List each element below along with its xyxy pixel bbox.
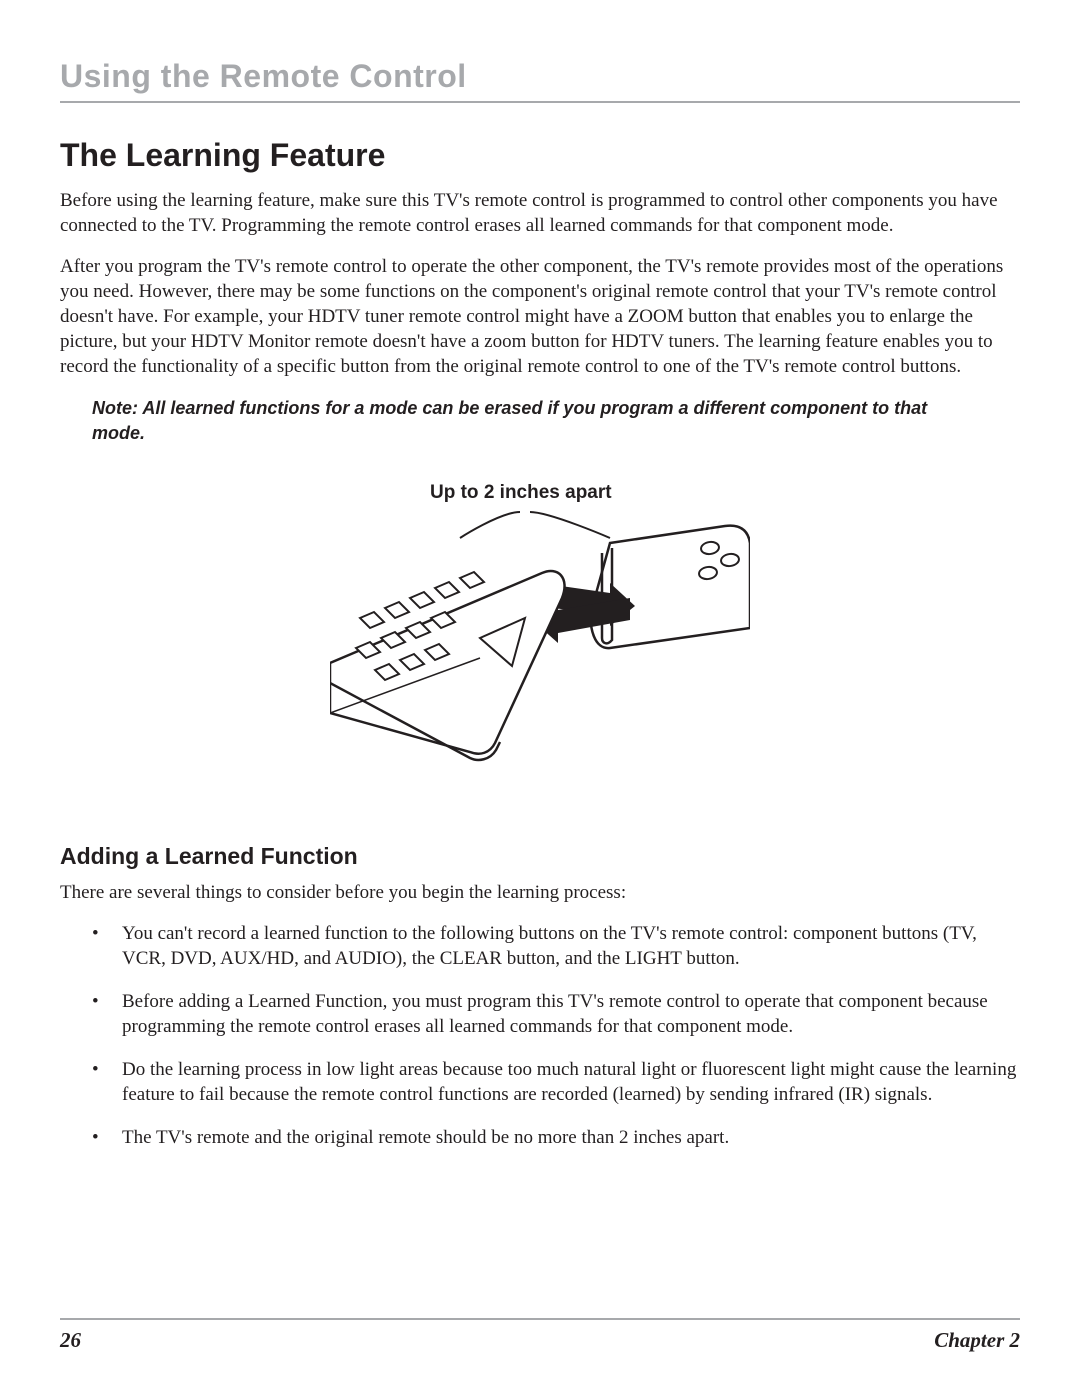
note-text: All learned functions for a mode can be … [92,398,927,443]
remotes-diagram-icon [330,508,750,768]
section-heading: The Learning Feature [60,137,1020,174]
list-item: The TV's remote and the original remote … [92,1125,1020,1150]
note: Note: All learned functions for a mode c… [60,396,1020,446]
page-footer: 26 Chapter 2 [60,1318,1020,1353]
subsection-heading: Adding a Learned Function [60,843,1020,870]
page-content: Using the Remote Control The Learning Fe… [0,0,1080,1151]
note-label: Note: [92,398,138,418]
page-number: 26 [60,1328,81,1353]
paragraph: After you program the TV's remote contro… [60,254,1020,379]
list-item: Before adding a Learned Function, you mu… [92,989,1020,1039]
figure: Up to 2 inches apart [330,482,750,773]
chapter-running-head: Using the Remote Control [60,58,1020,103]
figure-caption: Up to 2 inches apart [330,482,750,504]
paragraph: There are several things to consider bef… [60,880,1020,905]
list-item: Do the learning process in low light are… [92,1057,1020,1107]
chapter-label: Chapter 2 [934,1328,1020,1353]
list-item: You can't record a learned function to t… [92,921,1020,971]
paragraph: Before using the learning feature, make … [60,188,1020,238]
bullet-list: You can't record a learned function to t… [60,921,1020,1151]
